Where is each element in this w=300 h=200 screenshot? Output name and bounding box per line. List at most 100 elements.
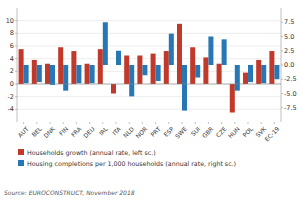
y-tick-label: 4 xyxy=(10,55,14,63)
y2-tick xyxy=(281,50,283,51)
x-tick-label: CZE xyxy=(214,125,228,139)
x-tick-label: ESP xyxy=(162,125,175,138)
x-tick xyxy=(142,122,143,124)
bar xyxy=(45,64,50,84)
bar xyxy=(116,51,121,65)
y2-tick xyxy=(281,22,283,23)
y2-tick-label: 2.5 xyxy=(284,47,294,55)
bar xyxy=(222,39,227,65)
grid-line xyxy=(17,33,281,34)
x-tick xyxy=(168,122,169,124)
grid-line xyxy=(17,71,281,72)
y2-tick-label: -2.5 xyxy=(284,75,297,83)
x-tick-label: FIN xyxy=(57,125,69,137)
y-tick xyxy=(15,84,17,85)
grid-line xyxy=(17,58,281,59)
bar xyxy=(32,60,37,84)
bar xyxy=(137,56,142,85)
y-tick xyxy=(15,71,17,72)
x-tick xyxy=(208,122,209,124)
bar xyxy=(243,73,248,84)
bar xyxy=(177,24,182,84)
x-tick-label: NLD xyxy=(122,125,136,139)
bar xyxy=(76,65,81,83)
y-tick-label: -2 xyxy=(8,93,14,101)
bar xyxy=(90,65,95,83)
y2-tick-label: 7.5 xyxy=(284,18,294,26)
y-tick-label: 6 xyxy=(10,42,14,50)
x-tick xyxy=(234,122,235,124)
x-tick-label: IRL xyxy=(97,125,109,137)
y-tick-label: 10 xyxy=(6,17,14,25)
bar xyxy=(151,54,156,84)
bar xyxy=(111,84,116,94)
y-tick xyxy=(15,33,17,34)
y2-tick xyxy=(281,107,283,108)
x-tick-label: BEL xyxy=(30,125,43,138)
legend-swatch xyxy=(18,160,24,166)
grid-line xyxy=(17,84,281,85)
y2-tick xyxy=(281,65,283,66)
x-tick xyxy=(63,122,64,124)
chart: -4-20246810-7.5-5.0-2.50.02.55.07.5AUTBE… xyxy=(0,0,300,200)
y-tick xyxy=(15,46,17,47)
bar xyxy=(103,22,108,65)
y2-tick-label: 0.0 xyxy=(284,61,294,69)
zero-line xyxy=(17,84,281,85)
x-tick xyxy=(274,122,275,124)
x-tick-label: DNK xyxy=(42,124,57,139)
bars xyxy=(19,22,280,112)
grid-line xyxy=(17,109,281,110)
y-tick xyxy=(15,109,17,110)
y2-tick-label: 5.0 xyxy=(284,33,294,41)
bar xyxy=(261,65,266,83)
bar xyxy=(169,34,174,65)
bar xyxy=(248,65,253,82)
bar xyxy=(85,64,90,84)
y-tick-label: 0 xyxy=(10,80,14,88)
x-tick xyxy=(36,122,37,124)
y-tick xyxy=(15,96,17,97)
bar xyxy=(274,65,279,79)
bar xyxy=(182,65,187,111)
x-tick xyxy=(261,122,262,124)
x-tick-label: GBR xyxy=(200,125,214,139)
x-tick-label: HUN xyxy=(226,125,240,139)
grid xyxy=(17,21,281,110)
x-tick xyxy=(50,122,51,124)
legend: Households growth (annual rate, left sc.… xyxy=(18,149,236,168)
bar xyxy=(230,84,235,113)
y2-tick xyxy=(281,93,283,94)
x-tick xyxy=(155,122,156,124)
bar xyxy=(124,56,129,85)
bar xyxy=(256,60,261,84)
bar xyxy=(24,65,29,83)
x-tick xyxy=(23,122,24,124)
x-tick-label: FRA xyxy=(69,125,83,139)
bar xyxy=(19,49,24,84)
x-tick-label: AUT xyxy=(16,125,30,139)
x-tick xyxy=(76,122,77,124)
bar xyxy=(71,51,76,84)
bar xyxy=(269,51,274,84)
y2-tick xyxy=(281,79,283,80)
x-tick xyxy=(221,122,222,124)
bar xyxy=(156,65,161,81)
y-tick-label: -4 xyxy=(8,105,14,113)
bar xyxy=(203,57,208,84)
x-tick-label: POL xyxy=(241,125,255,139)
bar xyxy=(164,51,169,84)
bar xyxy=(235,65,240,91)
y-tick-label: 8 xyxy=(10,29,14,37)
x-tick-label: DEU xyxy=(82,125,96,139)
bar xyxy=(63,65,68,91)
bar xyxy=(142,65,147,75)
y2-tick-label: -7.5 xyxy=(284,104,297,112)
grid-line xyxy=(17,46,281,47)
y-tick xyxy=(15,58,17,59)
y2-tick-label: -5.0 xyxy=(284,90,297,98)
x-tick xyxy=(116,122,117,124)
x-tick xyxy=(248,122,249,124)
grid-line xyxy=(17,96,281,97)
bar xyxy=(217,64,222,84)
